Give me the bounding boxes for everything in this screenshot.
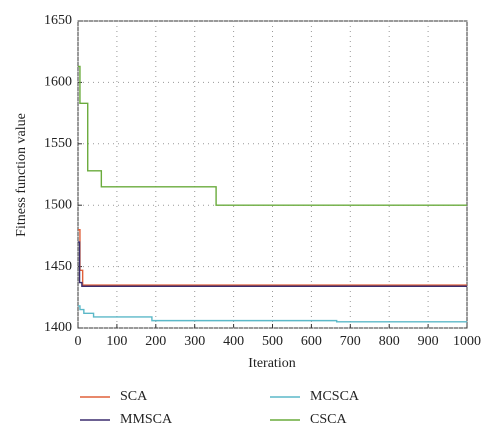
- y-tick-label: 1450: [44, 259, 72, 274]
- legend-label: MCSCA: [310, 389, 360, 404]
- y-tick-label: 1400: [44, 320, 72, 335]
- y-axis-label: Fitness function value: [14, 113, 29, 237]
- series-line: [78, 241, 467, 287]
- x-tick-label: 100: [106, 334, 127, 349]
- x-tick-label: 600: [301, 334, 322, 349]
- x-tick-label: 800: [379, 334, 400, 349]
- series-line: [78, 229, 467, 286]
- y-tick-label: 1500: [44, 197, 72, 212]
- x-tick-label: 500: [262, 334, 283, 349]
- x-tick-label: 300: [184, 334, 205, 349]
- series-line: [78, 305, 467, 323]
- x-tick-label: 900: [418, 334, 439, 349]
- x-axis-label: Iteration: [248, 356, 295, 371]
- legend-label: CSCA: [310, 412, 347, 427]
- x-tick-label: 400: [223, 334, 244, 349]
- x-tick-label: 1000: [453, 334, 481, 349]
- series-line: [78, 65, 467, 206]
- x-tick-label: 200: [145, 334, 166, 349]
- x-tick-label: 0: [75, 334, 82, 349]
- legend-label: MMSCA: [120, 412, 173, 427]
- x-tick-label: 700: [340, 334, 361, 349]
- y-tick-label: 1550: [44, 136, 72, 151]
- y-tick-label: 1600: [44, 75, 72, 90]
- y-tick-label: 1650: [44, 13, 72, 28]
- legend-label: SCA: [120, 389, 148, 404]
